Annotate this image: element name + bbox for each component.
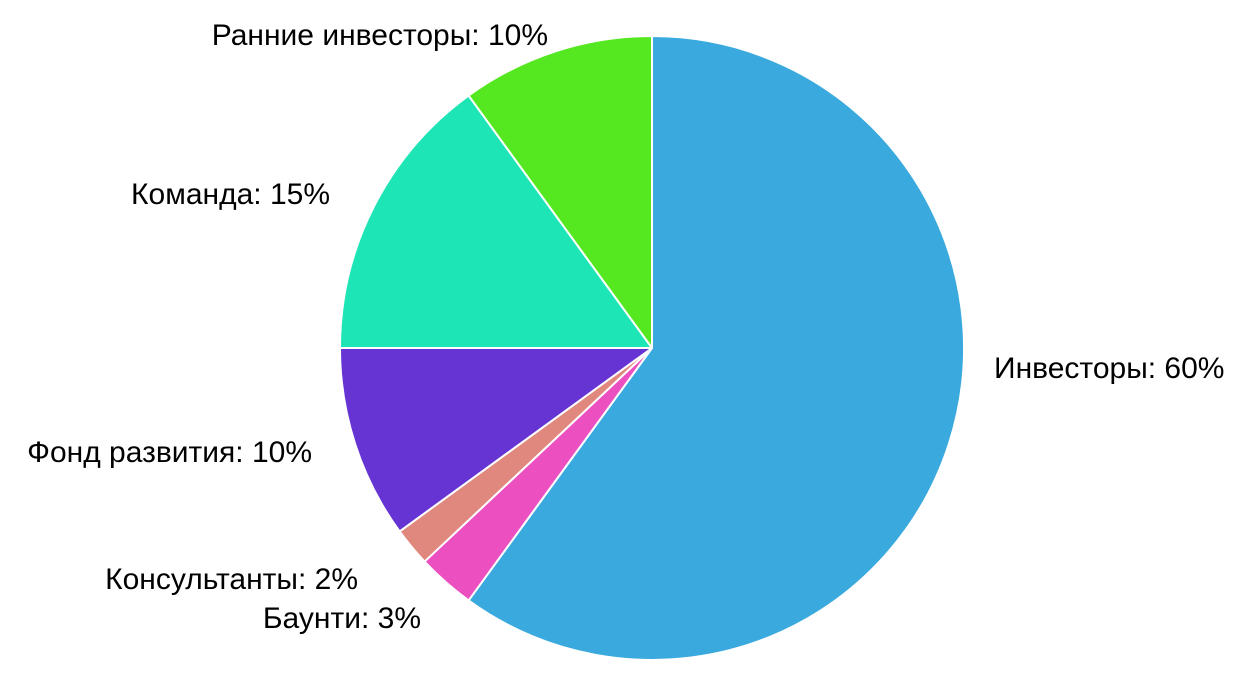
pie-slice-4 [339,347,653,533]
labels-layer: Инвесторы: 60% Баунти: 3% Консультанты: 2%… [27,19,1224,635]
pie-slice-label-3: Консультанты: 2% [105,563,358,596]
pie-slice-label-2: Баунти: 3% [263,602,421,635]
pie-slice-1 [467,35,965,661]
pie-slice-label-5: Команда: 15% [131,178,330,211]
pie-slice-label-6: Ранние инвесторы: 10% [212,19,548,52]
pie-slice-label-4: Фонд развития: 10% [27,436,312,469]
slices-layer [339,35,965,661]
pie-slice-5 [339,94,653,349]
pie-slice-label-1: Инвесторы: 60% [994,352,1224,385]
pie-slice-6 [467,35,653,349]
